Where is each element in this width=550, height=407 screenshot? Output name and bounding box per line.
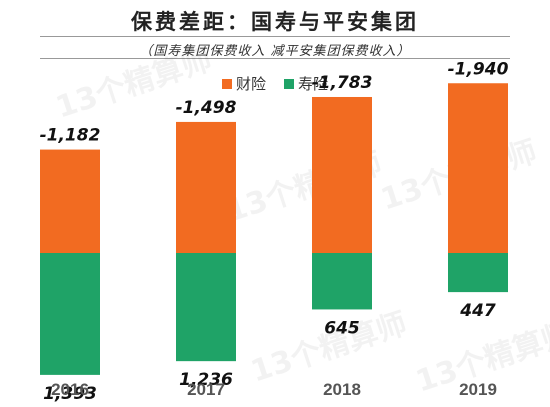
legend-item-property: 财险 [221,73,266,94]
data-label-life-2018: 645 [324,318,360,338]
x-tick-label-2019: 2019 [459,380,497,399]
chart-subtitle: （国寿集团保费收入 减平安集团保费收入） [139,44,411,59]
x-tick-label-2016: 2016 [51,380,89,399]
data-label-life-2017: 1,236 [179,370,233,390]
bar-property-2016 [40,149,100,253]
bar-property-2018 [312,96,372,253]
bar-property-2019 [448,83,508,253]
data-label-property-2017: -1,498 [176,98,237,118]
legend-label-life: 寿险 [298,75,329,93]
legend-swatch-property [221,78,232,89]
bar-life-2016 [40,253,100,375]
subtitle-top-rule [40,36,510,37]
data-label-life-2019: 447 [459,301,496,321]
legend-item-life: 寿险 [284,73,328,94]
x-tick-label-2017: 2017 [187,380,225,399]
data-label-property-2019: -1,940 [448,59,509,79]
subtitle-bottom-rule [40,58,510,59]
legend: 财险 寿险 [0,73,550,94]
chart-title: 保费差距：国寿与平安集团 [131,10,419,34]
bar-life-2017 [176,253,236,362]
data-label-property-2018: -1,783 [312,73,373,93]
bar-life-2019 [448,253,508,293]
bar-property-2017 [176,121,236,253]
data-label-life-2016: 1,393 [43,384,97,404]
legend-swatch-life [284,78,294,89]
data-label-property-2016: -1,182 [40,126,101,146]
bar-life-2018 [312,253,372,310]
x-tick-label-2018: 2018 [323,380,361,399]
legend-label-property: 财险 [235,75,266,93]
